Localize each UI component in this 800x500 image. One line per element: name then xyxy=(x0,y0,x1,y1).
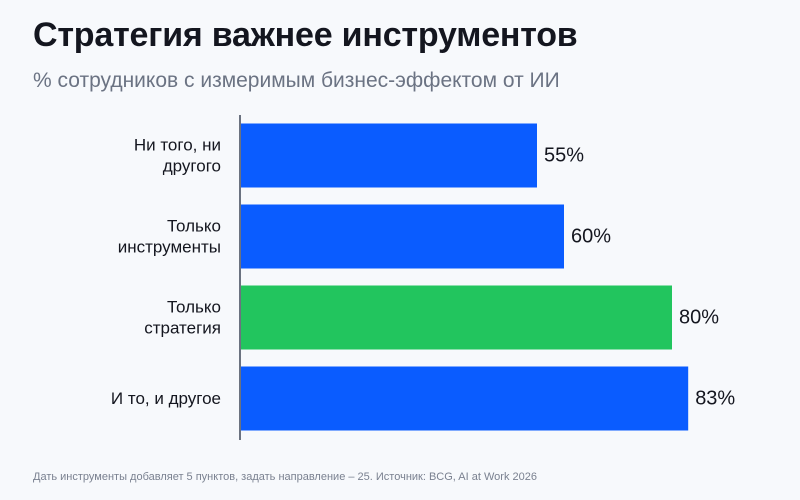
source-footnote: Дать инструменты добавляет 5 пунктов, за… xyxy=(33,471,537,483)
bar-value-label: 60% xyxy=(571,226,611,248)
chart-title: Стратегия важнее инструментов xyxy=(33,16,578,54)
category-label: Только стратегия xyxy=(144,298,221,338)
bar xyxy=(240,204,564,269)
bar xyxy=(240,366,689,431)
category-label: Ни того, ни другого xyxy=(134,136,221,176)
bar-value-label: 55% xyxy=(544,145,584,167)
category-label: И то, и другое xyxy=(111,389,221,408)
category-label: Только инструменты xyxy=(118,217,221,257)
bar xyxy=(240,123,537,188)
chart-subtitle: % сотрудников с измеримым бизнес-эффекто… xyxy=(33,69,560,92)
bar xyxy=(240,285,672,350)
bar-value-label: 80% xyxy=(679,307,719,329)
bar-value-label: 83% xyxy=(695,388,735,410)
